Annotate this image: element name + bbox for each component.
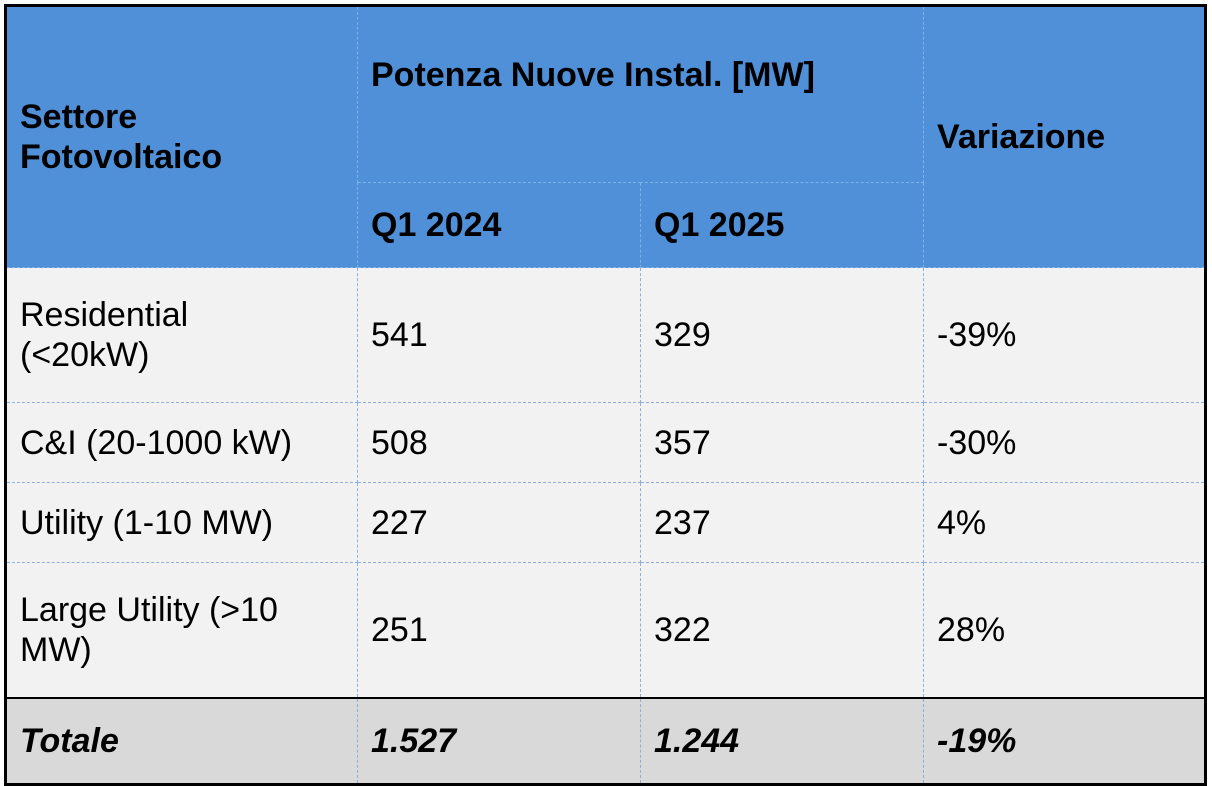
total-label: Totale [5, 697, 358, 785]
total-row: Totale 1.527 1.244 -19% [5, 697, 1207, 785]
row-label-residential: Residential (<20kW) [5, 267, 358, 403]
row-label-utility: Utility (1-10 MW) [5, 482, 358, 563]
cell-variation: 28% [923, 562, 1207, 699]
header-variation-cell: Variazione [923, 5, 1207, 268]
row-label-line2: (<20kW) [20, 336, 150, 374]
cell-q1-2025: 237 [639, 482, 925, 563]
header-row-2: Q1 2024 Q1 2025 [6, 182, 1206, 268]
cell-q1-2024: 251 [357, 562, 641, 699]
cell-q1-2024: 508 [357, 402, 641, 483]
header-row-1: Settore Fotovoltaico Potenza Nuove Insta… [5, 5, 1207, 268]
row-label-line1: Large Utility (>10 [20, 591, 278, 629]
header-period-q1-2025: Q1 2025 [639, 182, 925, 268]
row-label-line2: MW) [20, 631, 92, 669]
cell-q1-2024: 541 [357, 267, 641, 403]
total-q1-2024: 1.527 [357, 697, 641, 785]
cell-q1-2025: 322 [639, 562, 925, 699]
table-row: C&I (20-1000 kW) 508 357 -30% [5, 402, 1207, 483]
table-row: Utility (1-10 MW) 227 237 4% [5, 482, 1207, 563]
row-label-ci: C&I (20-1000 kW) [5, 402, 358, 483]
row-label-line1: Residential [20, 296, 189, 334]
total-q1-2025: 1.244 [639, 697, 925, 785]
table-row: Residential (<20kW) 541 329 -39% [5, 267, 1207, 403]
cell-variation: -39% [923, 267, 1207, 403]
header-power-cell: Potenza Nuove Instal. [MW] [356, 5, 925, 183]
row-label-large-utility: Large Utility (>10 MW) [5, 562, 358, 699]
cell-q1-2025: 329 [639, 267, 925, 403]
header-period-q1-2024: Q1 2024 [357, 182, 641, 268]
total-variation: -19% [923, 697, 1207, 785]
header-sector-cell: Settore Fotovoltaico [5, 5, 358, 268]
cell-q1-2025: 357 [639, 402, 925, 483]
cell-variation: -30% [923, 402, 1207, 483]
header-sector-line2: Fotovoltaico [20, 138, 223, 176]
cell-variation: 4% [923, 482, 1207, 563]
header-sector-line1: Settore [20, 98, 138, 136]
installations-table: Settore Fotovoltaico Potenza Nuove Insta… [4, 4, 1208, 786]
table-row: Large Utility (>10 MW) 251 322 28% [5, 562, 1207, 699]
cell-q1-2024: 227 [357, 482, 641, 563]
